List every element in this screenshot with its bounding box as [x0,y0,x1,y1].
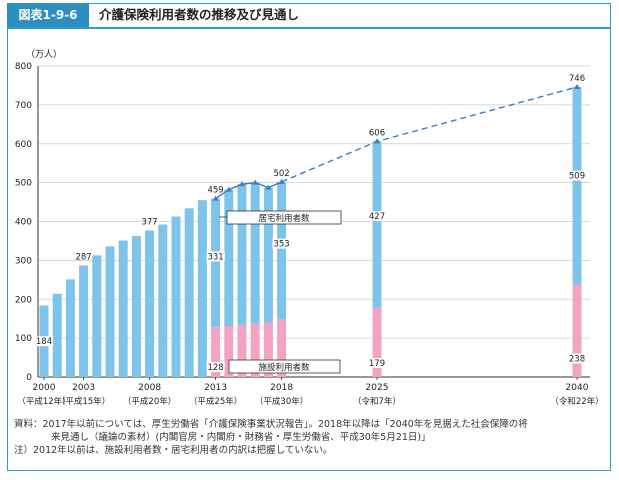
data-label-2025-facility: 179 [369,359,385,369]
x-tick-era-2008: （平成20年） [123,396,176,407]
trend-marker-2040 [574,83,580,89]
bar-total-2009 [158,224,168,377]
figure-title: 介護保険利用者数の推移及び見通し [99,7,300,22]
data-label-2008-top: 377 [141,217,157,227]
label-bg [567,353,587,364]
bar-total-2007 [131,235,141,377]
header-rule [7,27,611,29]
trend-marker-2013 [212,195,219,201]
bar-facility-2018 [277,319,287,377]
figure-header: 図表1-9-6 介護保険利用者数の推移及び見通し [7,3,611,29]
x-tick-label-2025: 2025 [366,383,389,393]
bar-home-2015 [237,184,247,325]
label-bg [34,336,54,347]
data-label-2040-facility: 238 [569,354,585,364]
trend-marker-2016 [252,179,259,185]
home-legend-box [226,210,342,225]
y-tick-label: 500 [15,179,32,189]
data-label-2025-top: 606 [369,128,385,138]
data-label-2018-top: 502 [273,169,289,179]
data-label-2013-facility: 128 [207,363,223,373]
x-tick-era-2013: （平成25年） [189,396,242,407]
data-label-2013-top: 459 [207,186,223,196]
bar-home-2025 [372,141,382,308]
bar-facility-2016 [250,323,260,377]
trend-marker-2018 [278,178,285,184]
data-label-2025-home: 427 [369,212,385,222]
x-tick-era-2018: （平成30年） [255,396,308,407]
x-tick-era-2003: （平成15年） [57,396,110,407]
bar-facility-2040 [572,284,582,377]
bar-total-2012 [197,200,207,377]
data-label-2040-home: 509 [569,172,585,182]
data-label-2040-top: 746 [569,74,585,84]
footnote: 注）2012年以前は、施設利用者数・居宅利用者の内訳は把握していない。 [14,445,333,456]
bar-total-2006 [118,240,128,377]
data-label-2013-home: 331 [207,252,223,262]
x-tick-era-2025: （令和7年） [353,396,401,407]
y-axis-unit-label: （万人） [26,49,62,60]
bar-home-2014 [224,189,234,327]
bar-total-2008 [145,230,155,377]
bar-facility-2025 [372,307,382,377]
label-bg [272,238,291,249]
bar-total-2004 [92,255,102,377]
bar-total-2002 [65,279,75,377]
y-tick-label: 100 [15,334,32,344]
x-tick-label-2018: 2018 [270,383,293,393]
x-tick-era-2040: （令和22年） [550,396,603,407]
trend-marker-2017 [265,184,272,190]
y-tick-label: 200 [15,295,32,305]
bar-facility-2013 [211,327,221,377]
notes: 資料：2017年以前については、厚生労働省「介護保険事業状況報告」。2018年以… [14,418,602,457]
figure-frame [7,3,611,471]
label-bg [206,362,225,373]
y-tick-label: 400 [15,218,32,228]
x-tick-label-2013: 2013 [204,383,227,393]
facility-legend-label: 施設利用者数 [258,362,310,373]
x-tick-label-2003: 2003 [72,383,95,393]
bar-total-2005 [105,246,115,377]
label-bg [206,251,225,262]
trend-marker-2025 [374,138,380,144]
label-bg [567,170,587,181]
x-tick-label-2008: 2008 [138,383,161,393]
bar-home-2017 [263,187,273,323]
bar-home-2013 [211,198,221,328]
source-note: 資料：2017年以前については、厚生労働省「介護保険事業状況報告」。2018年以… [14,419,528,430]
x-tick-label-2040: 2040 [566,383,589,393]
bar-total-2010 [171,216,181,377]
y-tick-label: 700 [15,101,32,111]
source-note-continued: 来見通し（議論の素材）(内閣官房・内閣府・財務省・厚生労働省、平成30年5月21… [51,432,431,443]
x-tick-era-2000: （平成12年） [17,396,70,407]
y-tick-label: 600 [15,140,32,150]
bar-total-2003 [79,265,89,377]
label-bg [367,358,387,369]
data-label-2003-top: 287 [75,252,91,262]
bar-total-2001 [52,293,62,377]
bar-home-2018 [277,181,287,320]
trend-marker-2015 [239,181,245,187]
chart: 0 100 200 300 400 500 600 700 800 （万人） 184 287 377 45… [15,49,604,407]
bar-facility-2015 [237,324,247,377]
x-tick-label-2000: 2000 [33,383,56,393]
bar-facility-2017 [263,322,273,377]
bar-total-2011 [184,208,194,377]
label-bg [367,211,387,222]
home-legend-label: 居宅利用者数 [258,213,310,224]
y-tick-label: 300 [15,256,32,266]
bar-home-2040 [572,86,582,285]
figure-number-badge: 図表1-9-6 [7,3,89,27]
y-tick-label: 800 [15,62,32,72]
facility-legend-box [228,359,341,374]
bar-facility-2014 [224,326,234,377]
trend-line-projection [281,86,578,183]
data-label-2018-home: 353 [273,240,289,250]
data-label-2000-mid: 184 [36,337,52,347]
bar-home-2016 [250,182,260,324]
trend-marker-2014 [225,186,232,192]
y-tick-label: 0 [26,373,32,383]
